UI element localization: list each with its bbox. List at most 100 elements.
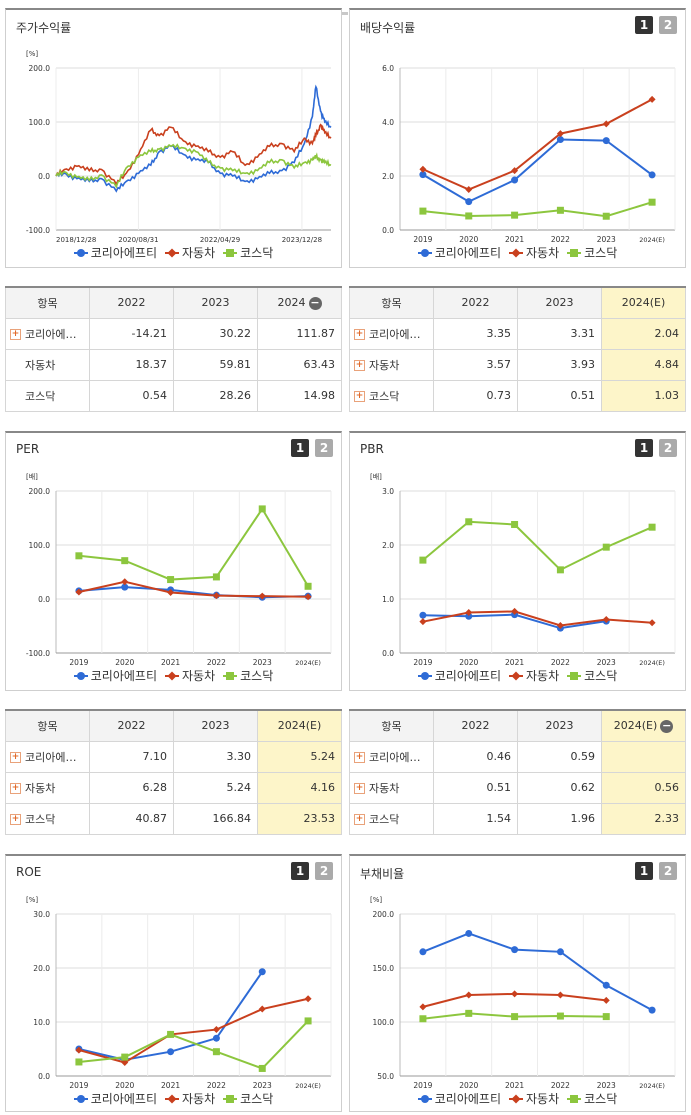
value-cell: 7.10 [89,740,174,773]
tab-1[interactable]: 1 [635,16,653,34]
row-name-cell[interactable]: + 자동차 [5,771,90,804]
legend-item[interactable]: 코스닥 [567,1090,617,1107]
expand-plus-icon[interactable]: + [10,752,21,763]
value-cell: 5.24 [257,740,342,773]
panel-title: ROE [16,865,42,879]
column-header-label: 항목 [381,296,402,310]
expand-plus-icon[interactable]: + [354,814,365,825]
row-name-cell[interactable]: + 자동차 [349,348,434,381]
expand-plus-icon[interactable]: + [354,752,365,763]
x-tick-label: 2022 [551,1081,570,1090]
legend-item[interactable]: 자동차 [509,244,559,261]
y-unit-label: [%] [370,896,382,904]
y-tick-label: 20.0 [33,964,50,973]
legend-item[interactable]: 코스닥 [223,1090,273,1107]
panel-title: PBR [360,442,384,456]
data-point [602,212,610,220]
legend-item[interactable]: 코리아에프티 [73,244,157,261]
row-name-cell[interactable]: + 자동차 [349,771,434,804]
x-tick-label: 2023 [597,658,616,667]
expand-plus-icon[interactable]: + [354,391,365,402]
tab-1[interactable]: 1 [291,862,309,880]
column-header-label: 2023 [201,296,230,310]
y-tick-label: 2.0 [382,172,394,181]
y-tick-label: 150.0 [373,964,395,973]
collapse-icon[interactable]: − [308,295,322,310]
tab-2[interactable]: 2 [659,862,677,880]
legend-item[interactable]: 코리아에프티 [417,1090,501,1107]
legend-item[interactable]: 코리아에프티 [73,667,157,684]
data-point [556,136,564,144]
tab-2[interactable]: 2 [659,439,677,457]
tab-2[interactable]: 2 [315,862,333,880]
data-point [121,557,129,565]
column-header-label: 2023 [545,296,574,310]
row-name-cell[interactable]: + 코리아에… [5,740,90,773]
legend-item[interactable]: 코리아에프티 [417,244,501,261]
column-header-label: 2022 [117,719,146,733]
roe-chart: [%] 0.0 10.0 20.0 30.0 2019 2020 2021 2022 2023 20… [26,896,332,1090]
data-point [511,520,519,528]
table-row: + 코리아에… 7.10 3.30 5.24 [5,740,342,773]
expand-plus-icon[interactable]: + [10,329,21,340]
tab-1[interactable]: 1 [635,439,653,457]
value-cell: 3.57 [433,348,518,381]
column-header: 2024(E) [601,286,686,319]
legend-item[interactable]: 자동차 [509,667,559,684]
legend-item[interactable]: 코스닥 [567,667,617,684]
data-point [602,981,610,989]
expand-plus-icon[interactable]: + [354,329,365,340]
row-name-cell[interactable]: + 코리아에… [5,317,90,350]
collapse-icon[interactable]: − [660,718,674,733]
legend-label: 자동차 [526,669,560,683]
legend-item[interactable]: 코스닥 [223,244,273,261]
legend-item[interactable]: 자동차 [165,244,215,261]
series-line [422,201,653,218]
legend-item[interactable]: 자동차 [165,667,215,684]
expand-plus-icon[interactable]: + [354,783,365,794]
x-tick-label: 2024(E) [295,659,321,667]
tab-1[interactable]: 1 [291,439,309,457]
pbr-chart: [배] 0.0 1.0 2.0 3.0 2019 2020 2021 2022 2023 2024(… [370,472,676,667]
row-name-cell[interactable]: + 코스닥 [349,379,434,412]
pbr-table: 항목 2022 2023 2024(E) − + 코리아에… 0.46 0.59 + 자동차 0.51… [349,709,686,835]
legend-item[interactable]: 코스닥 [223,667,273,684]
value-cell: 1.03 [601,379,686,412]
legend-item[interactable]: 코리아에프티 [73,1090,157,1107]
row-name-cell[interactable]: + 코리아에… [349,317,434,350]
expand-plus-icon[interactable]: + [10,814,21,825]
table-header-row: 항목 2022 2023 2024− [5,286,342,319]
legend-item[interactable]: 코리아에프티 [417,667,501,684]
legend-label: 자동차 [182,1092,216,1106]
row-name: 코리아에… [369,750,421,764]
series-line [78,971,264,1061]
row-name-cell[interactable]: + 코스닥 [349,802,434,835]
y-tick-label: 200.0 [29,64,51,73]
legend-marker [223,671,238,681]
data-point [602,137,610,145]
expand-plus-icon[interactable]: + [10,783,21,794]
tab-2[interactable]: 2 [659,16,677,34]
debt-ratio-chart: [%] 50.0 100.0 150.0 200.0 2019 2020 2021 2022 20… [370,896,676,1090]
row-name-cell[interactable]: + 코스닥 [5,802,90,835]
data-point [602,1013,610,1021]
data-point [121,583,129,591]
tab-2[interactable]: 2 [315,439,333,457]
tab-1[interactable]: 1 [635,862,653,880]
legend-marker [73,671,88,681]
y-tick-label: 0.0 [38,595,50,604]
data-point [121,1053,129,1061]
legend-item[interactable]: 자동차 [165,1090,215,1107]
x-tick-label: 2019 [69,1081,88,1090]
column-header-label: 2024 [277,296,306,309]
row-name: 자동차 [25,358,56,372]
expand-plus-icon[interactable]: + [354,360,365,371]
table-row: + 코리아에… 3.35 3.31 2.04 [349,317,686,350]
value-cell: 2.33 [601,802,686,835]
row-name-cell[interactable]: + 코리아에… [349,740,434,773]
legend-item[interactable]: 코스닥 [567,244,617,261]
value-cell: 14.98 [257,379,342,412]
legend-item[interactable]: 자동차 [509,1090,559,1107]
data-point [465,212,473,220]
series-line [422,520,653,572]
